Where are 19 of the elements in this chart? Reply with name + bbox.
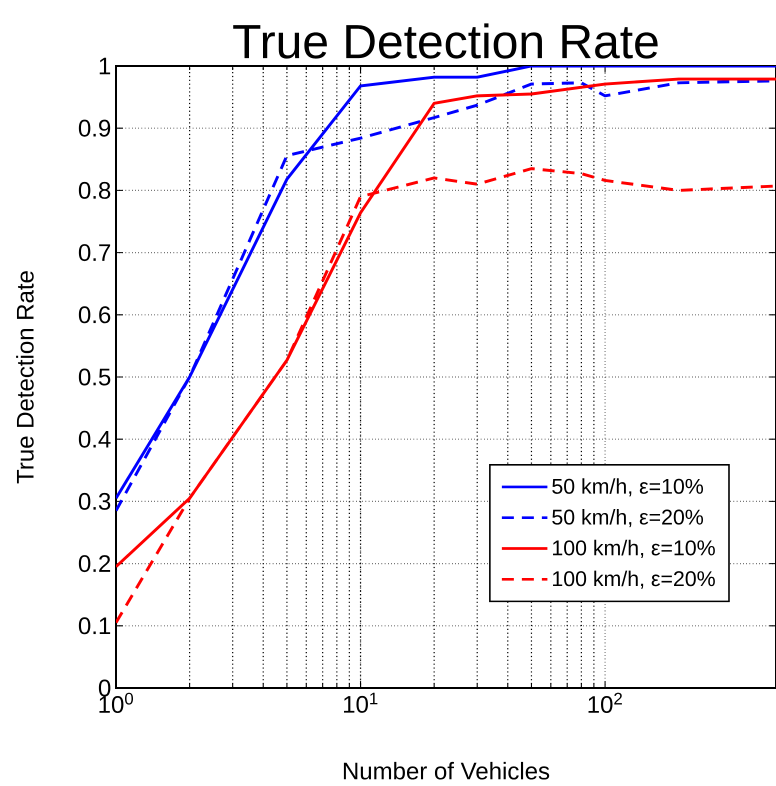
y-tick-label: 0.8 xyxy=(78,182,110,199)
x-tick-label: 10$^{2}$ xyxy=(588,692,622,714)
legend-label: 100 km/h, ε=20% xyxy=(553,570,715,589)
y-tick-label: 0.9 xyxy=(78,120,110,137)
legend-label: 50 km/h, ε=20% xyxy=(552,508,704,528)
chart-title: True Detection Rate xyxy=(233,23,658,59)
x-axis-title: Number of Vehicles xyxy=(344,762,550,780)
y-tick-label: 1 xyxy=(100,58,110,74)
y-tick-label: 0.4 xyxy=(78,430,111,448)
y-tick-label: 0.5 xyxy=(78,368,110,386)
y-tick-label: 0.6 xyxy=(78,306,110,324)
y-tick-label: 0.1 xyxy=(78,617,110,634)
y-tick-label: 0.3 xyxy=(78,492,110,510)
y-tick-label: 0.7 xyxy=(78,244,110,262)
x-tick-label: 10$^{1}$ xyxy=(344,692,378,713)
legend-label: 50 km/h, ε=10% xyxy=(552,478,704,496)
legend-label: 100 km/h, ε=10% xyxy=(553,540,715,558)
y-tick-label: 0.2 xyxy=(78,555,110,572)
y-axis-title: True Detection Rate xyxy=(16,271,34,484)
